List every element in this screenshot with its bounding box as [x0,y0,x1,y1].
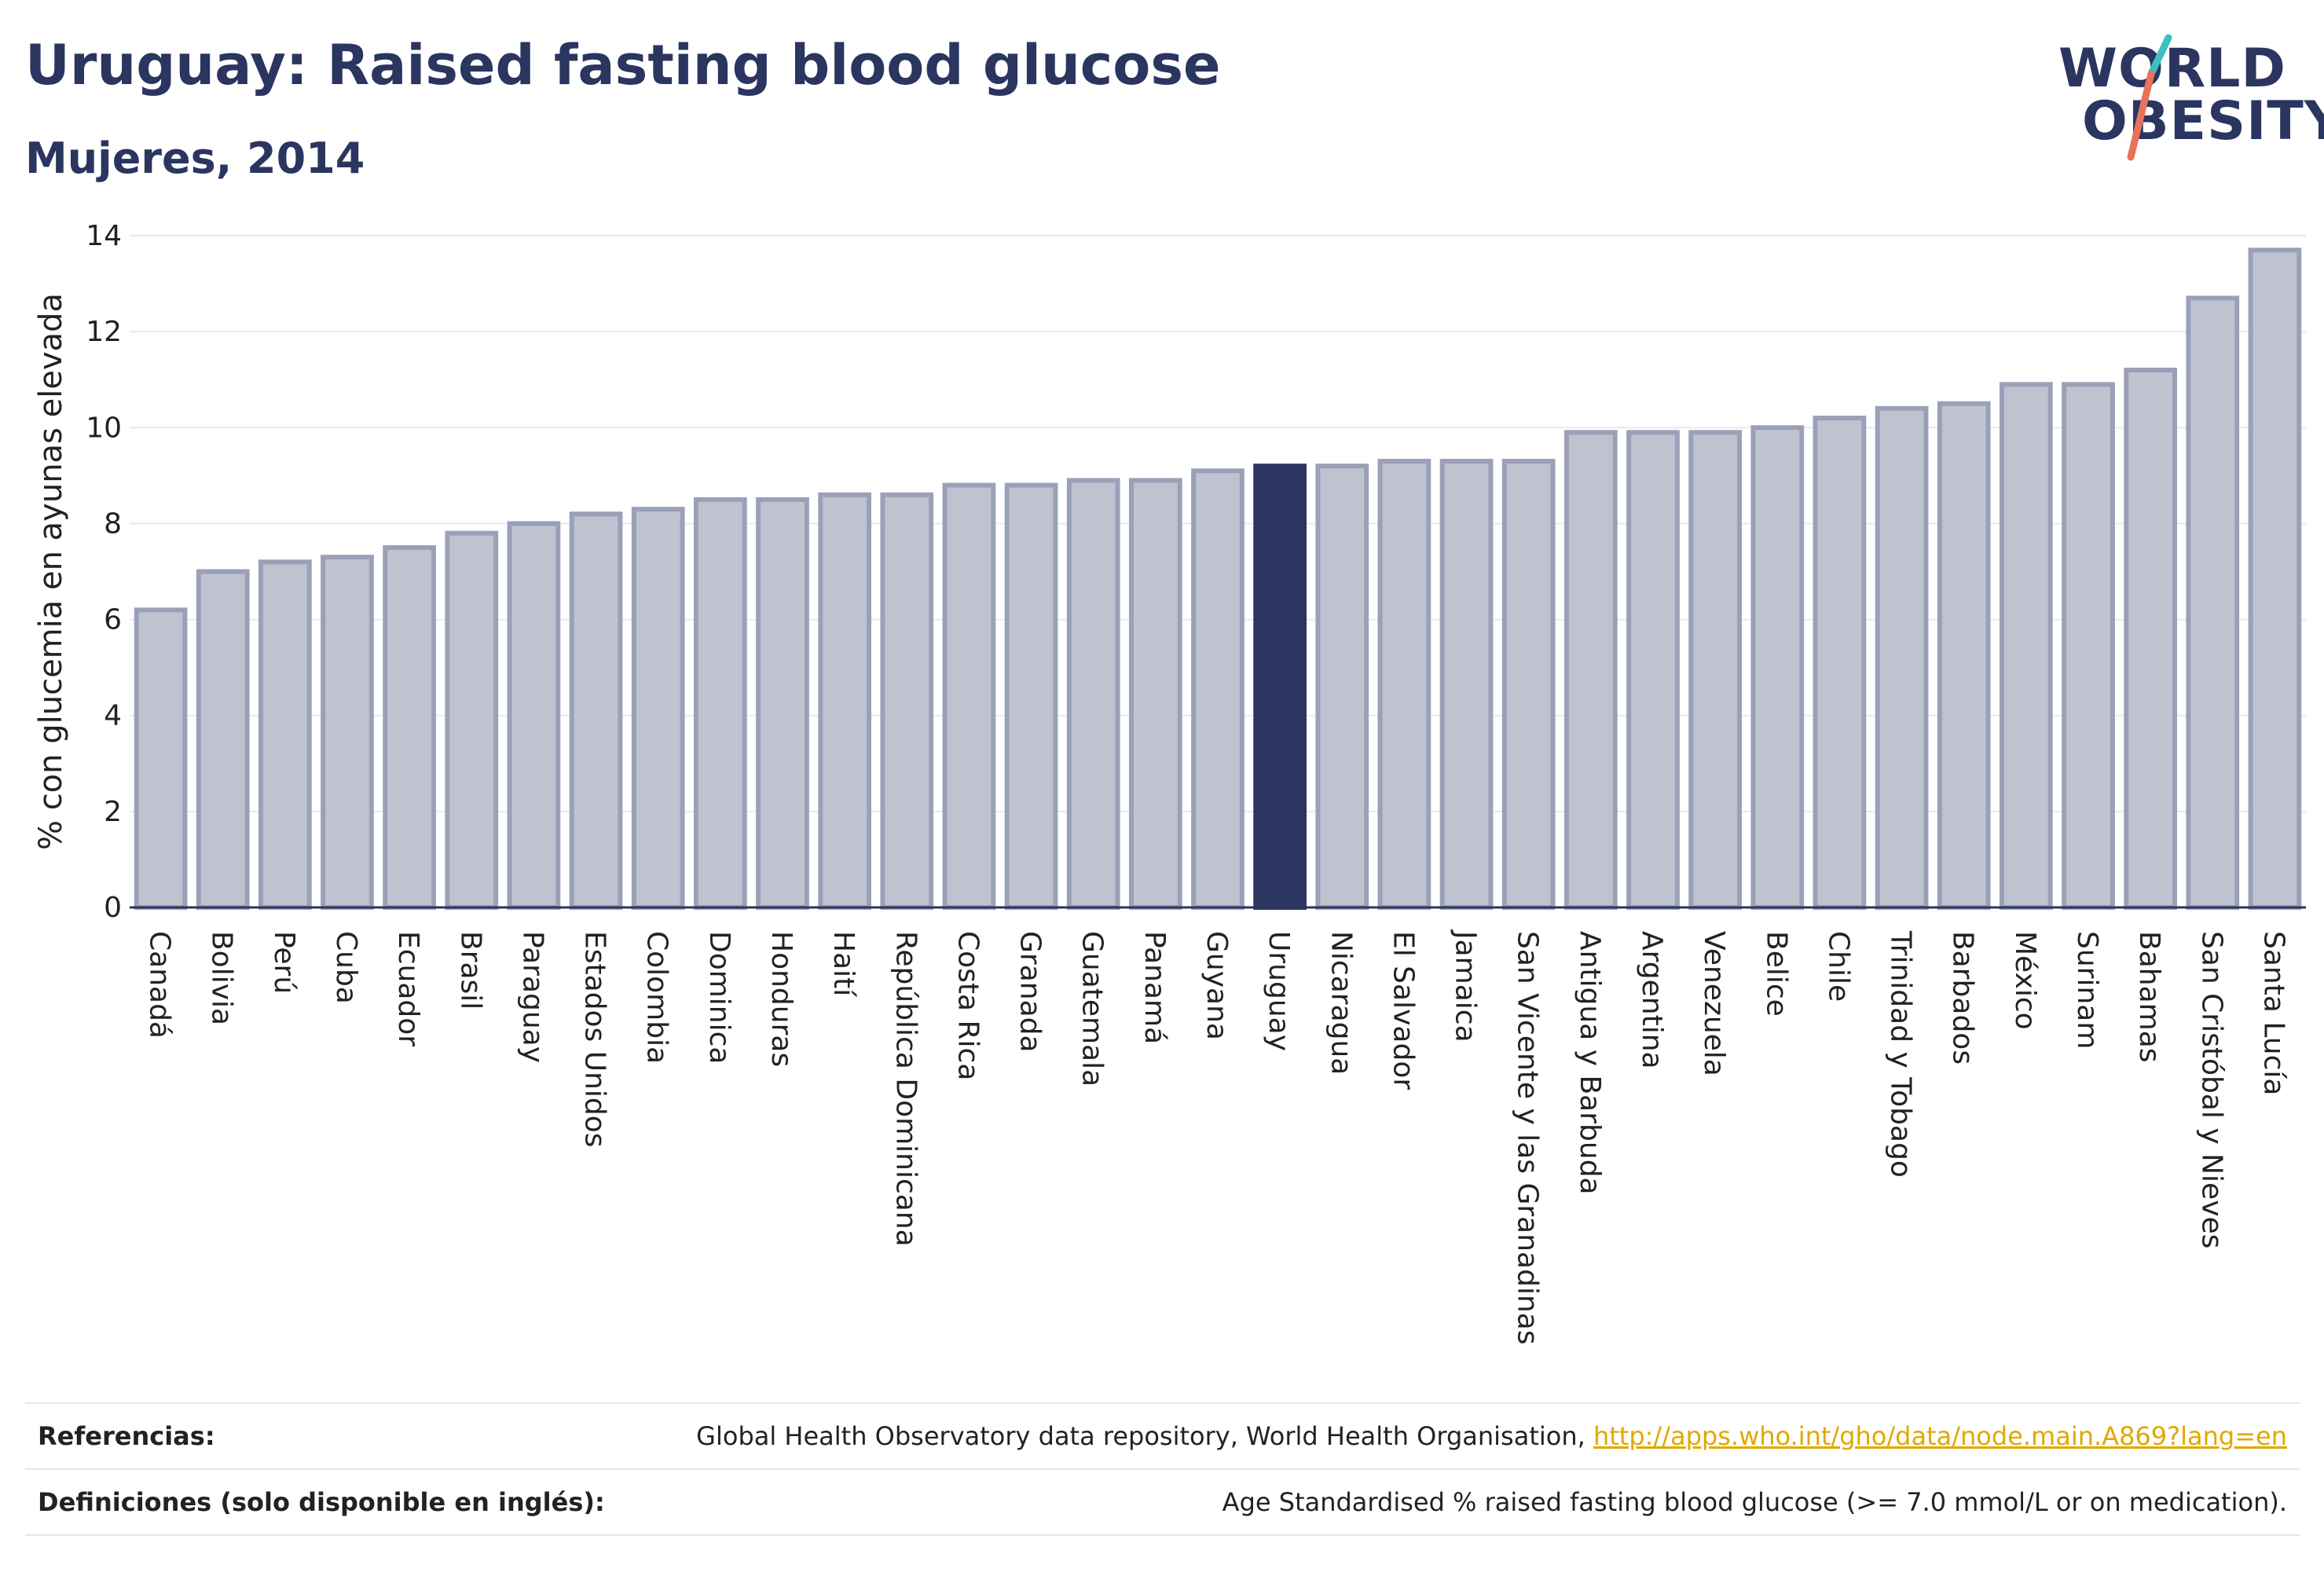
x-tick-label: Santa Lucía [2257,931,2289,1095]
y-tick-label: 8 [104,508,122,540]
x-tick-label: Guatemala [1076,931,1109,1087]
bar [258,559,312,910]
x-tick-label: Perú [268,931,300,994]
bar [507,521,561,910]
references-link[interactable]: http://apps.who.int/gho/data/node.main.A… [1593,1421,2287,1451]
bar [1253,464,1307,910]
bar-chart: 0 2 4 6 8 10 12 14 Canadá Bolivia Perú Cuba Ecuador B… [33,220,2306,1345]
x-tick-label: República Dominicana [889,931,922,1247]
x-tick-label: Granada [1014,931,1047,1053]
bar [2248,247,2302,911]
bar [2186,295,2240,910]
x-tick-label: Argentina [1636,931,1668,1069]
y-tick-label: 0 [104,892,122,924]
bar [631,507,685,910]
x-tick-label: Antigua y Barbuda [1574,931,1606,1195]
x-tick-label: Barbados [1947,931,1979,1065]
x-tick-label: Paraguay [516,931,548,1063]
bar [1875,405,1929,911]
x-tick-label: Uruguay [1263,931,1295,1051]
bar [1750,425,1805,910]
x-tick-label: Guyana [1200,931,1233,1040]
bar [942,482,996,911]
bar [2124,368,2178,910]
bar [1688,430,1743,910]
logo-word-world: WORLD [2058,38,2286,100]
bar [2062,382,2115,911]
definitions-text: Age Standardised % raised fasting blood … [1222,1487,2287,1517]
bar [1315,464,1369,910]
bar [1439,459,1494,910]
bar [1563,430,1618,910]
bar [1937,401,1991,910]
bar [1626,430,1680,910]
y-tick-label: 12 [86,316,122,348]
chart-title: Uruguay: Raised fasting blood glucose [25,33,1221,97]
bar [569,511,623,910]
x-tick-label: Jamaica [1450,929,1482,1043]
x-tick-label: San Cristóbal y Nieves [2195,931,2227,1248]
x-tick-label: México [2009,931,2041,1030]
logo-slash-icon [2127,34,2172,161]
x-tick-label: Trinidad y Tobago [1885,930,1917,1178]
definitions-row: Definiciones (solo disponible en inglés)… [25,1468,2300,1536]
x-tick-label: Colombia [641,931,673,1064]
y-tick-label: 6 [104,604,122,636]
x-tick-label: Canadá [144,931,176,1039]
x-tick-label: Ecuador [392,931,424,1046]
x-tick-label: Venezuela [1698,931,1730,1076]
bar [1191,468,1244,910]
x-tick-label: Estados Unidos [579,931,611,1148]
x-tick-label: Chile [1822,931,1854,1002]
chart-subtitle: Mujeres, 2014 [25,134,365,183]
y-tick-label: 10 [86,412,122,444]
y-tick-label: 14 [86,220,122,252]
bar [1999,382,2053,911]
logo-word-obesity: OBESITY [2082,90,2324,152]
bar [1128,478,1182,910]
x-tick-label: Nicaragua [1325,931,1357,1075]
x-tick-label: Dominica [703,931,735,1065]
references-row: Referencias: Global Health Observatory d… [25,1402,2300,1468]
y-axis-label: % con glucemia en ayunas elevada [33,293,69,850]
x-tick-label: El Salvador [1387,931,1419,1090]
bar [383,544,437,910]
bar [1066,478,1120,910]
x-tick-label: Cuba [330,931,362,1004]
x-tick-label: Haití [827,931,860,997]
x-tick-label: Panamá [1138,931,1171,1044]
footer-table: Referencias: Global Health Observatory d… [25,1402,2300,1536]
bar [1377,459,1431,910]
world-obesity-logo: WORLD OBESITY [2051,24,2324,165]
y-tick-label: 4 [104,700,122,732]
bar [1501,459,1556,910]
bar [756,497,809,910]
x-tick-label: Costa Rica [951,931,984,1080]
x-tick-label: Surinam [2071,931,2103,1049]
bar [445,530,499,910]
x-tick-label: San Vicente y las Granadinas [1512,931,1544,1345]
references-text: Global Health Observatory data repositor… [696,1421,1593,1451]
bar [134,607,188,910]
x-tick-label: Belice [1760,931,1792,1017]
references-label: Referencias: [38,1421,215,1451]
x-tick-label: Bolivia [206,931,238,1025]
bar [818,492,872,910]
references-value: Global Health Observatory data repositor… [696,1421,2287,1451]
x-tick-label: Honduras [765,931,797,1067]
bar [321,555,374,910]
bar [1004,482,1058,911]
bar [880,492,934,910]
bar [1813,416,1867,911]
y-tick-label: 2 [104,796,122,828]
x-tick-label: Bahamas [2133,931,2165,1063]
definitions-label: Definiciones (solo disponible en inglés)… [38,1487,605,1517]
bar [196,569,250,910]
x-tick-label: Brasil [454,931,486,1010]
bar [693,497,747,910]
